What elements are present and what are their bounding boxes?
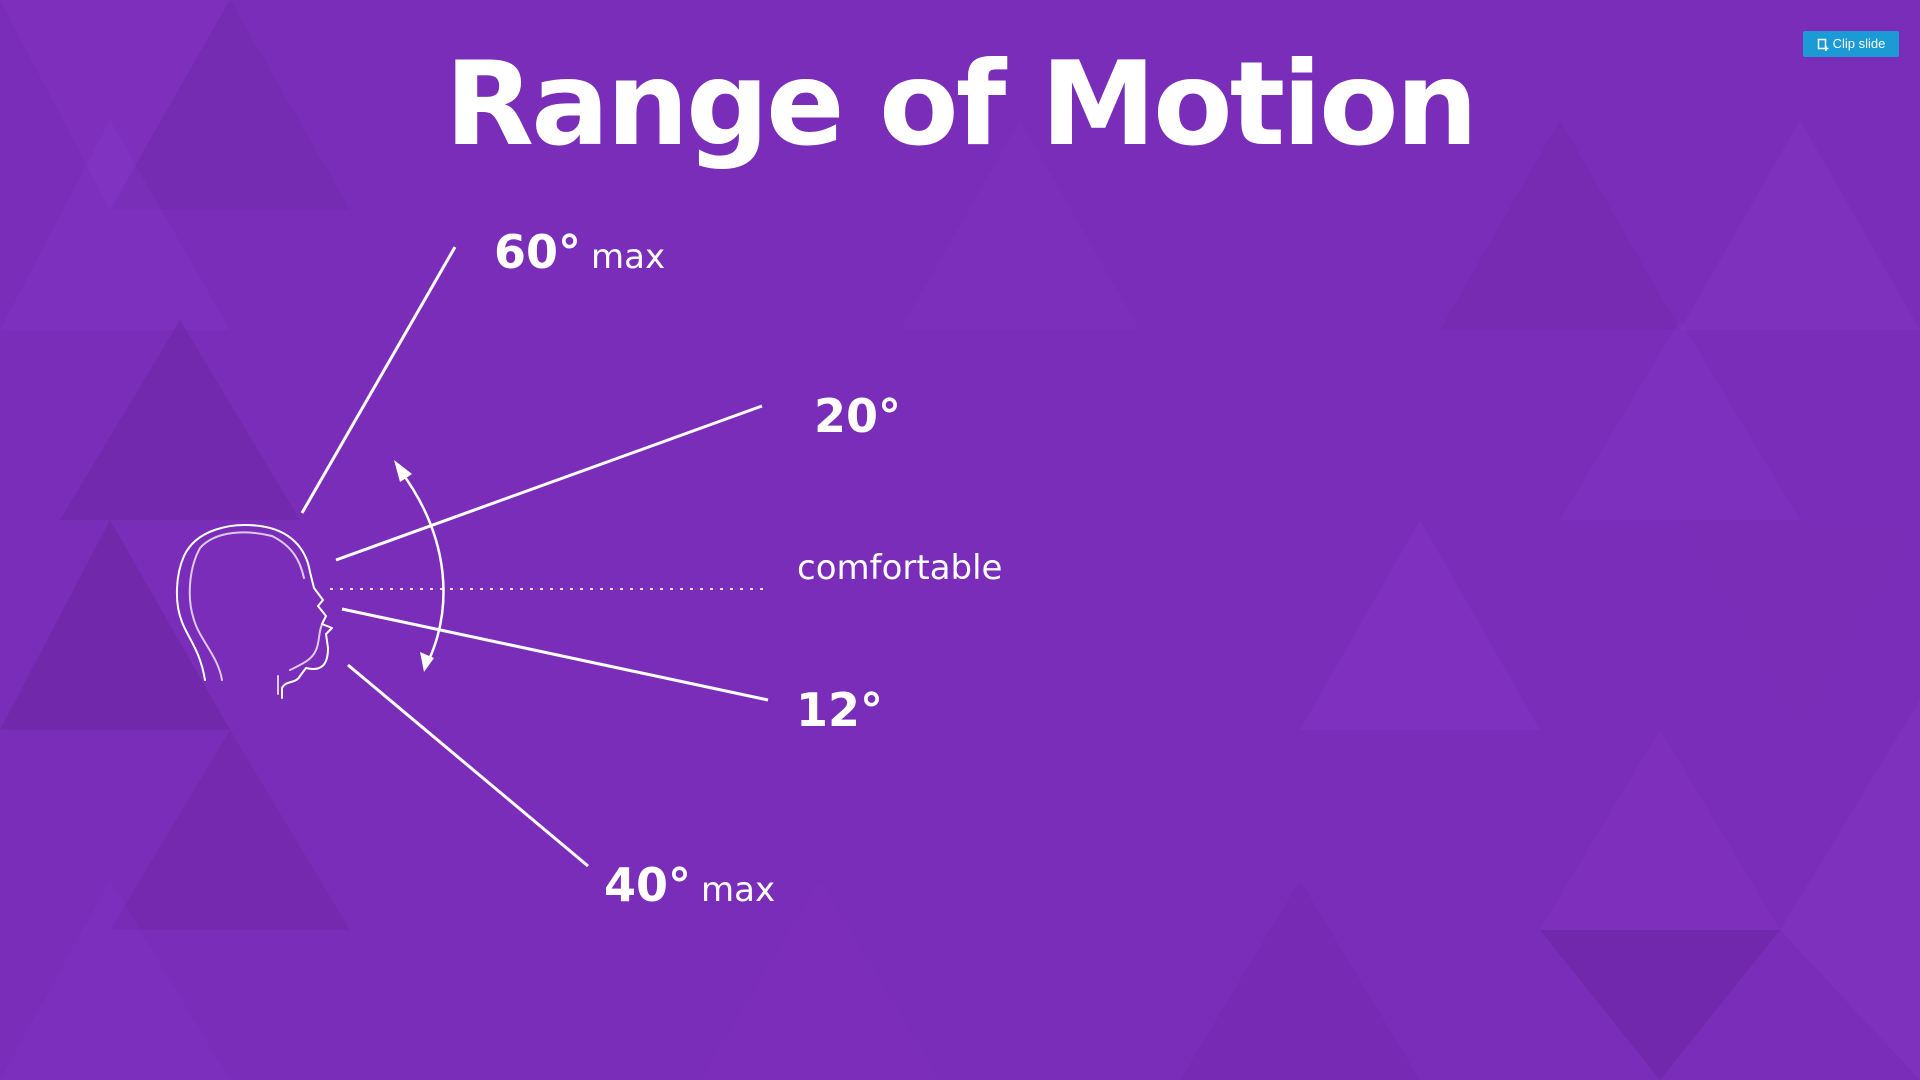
label-comfortable: comfortable — [797, 548, 1003, 588]
label-12-value: 12° — [796, 683, 884, 737]
head-profile-icon — [175, 524, 333, 699]
label-60-max: 60° max — [494, 225, 665, 284]
slide-title: Range of Motion — [444, 37, 1478, 172]
line-40-max — [347, 663, 589, 868]
clip-slide-button[interactable]: Clip slide — [1803, 31, 1899, 57]
label-20: 20° — [814, 389, 901, 443]
line-20 — [335, 404, 763, 562]
label-20-value: 20° — [814, 389, 902, 443]
label-40-max: 40° max — [604, 858, 775, 917]
label-40-suffix: max — [701, 870, 776, 910]
clip-slide-label: Clip slide — [1832, 36, 1886, 51]
line-60-max — [300, 246, 457, 514]
label-12: 12° — [796, 683, 883, 737]
double-arrow-icon — [394, 460, 445, 672]
label-60-suffix: max — [591, 237, 666, 277]
label-40-value: 40° — [604, 858, 692, 912]
label-60-value: 60° — [494, 225, 582, 279]
clip-icon — [1817, 38, 1829, 51]
line-12 — [341, 607, 769, 702]
